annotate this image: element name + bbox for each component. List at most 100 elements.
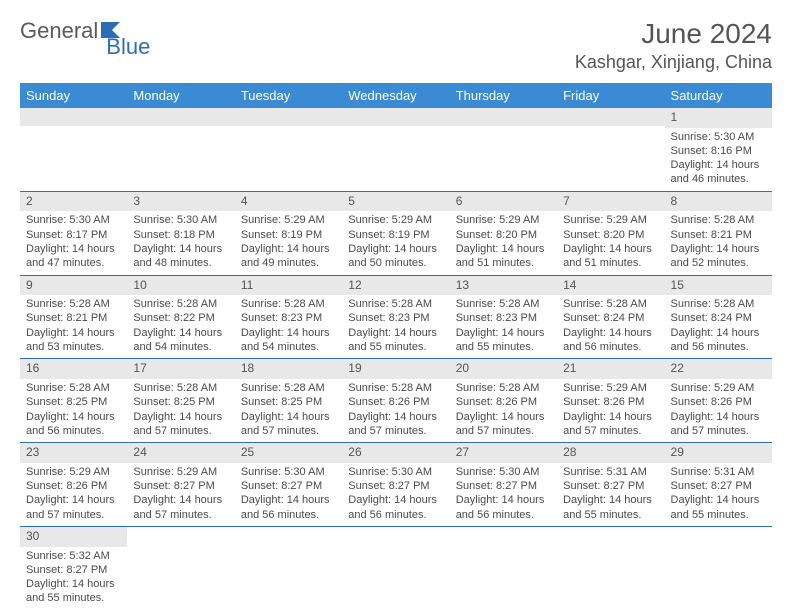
- sunset-line: Sunset: 8:25 PM: [241, 395, 336, 409]
- calendar-day-cell: 30Sunrise: 5:32 AMSunset: 8:27 PMDayligh…: [20, 526, 127, 609]
- day-details: Sunrise: 5:30 AMSunset: 8:18 PMDaylight:…: [127, 211, 234, 274]
- calendar-day-cell: 25Sunrise: 5:30 AMSunset: 8:27 PMDayligh…: [235, 443, 342, 527]
- sunset-line: Sunset: 8:17 PM: [26, 228, 121, 242]
- calendar-day-cell: [127, 526, 234, 609]
- day-details: Sunrise: 5:32 AMSunset: 8:27 PMDaylight:…: [20, 547, 127, 610]
- day-details: Sunrise: 5:28 AMSunset: 8:25 PMDaylight:…: [20, 379, 127, 442]
- sunrise-line: Sunrise: 5:30 AM: [671, 130, 766, 144]
- sunrise-line: Sunrise: 5:29 AM: [671, 381, 766, 395]
- day-details: Sunrise: 5:29 AMSunset: 8:19 PMDaylight:…: [235, 211, 342, 274]
- daylight-line: Daylight: 14 hours and 48 minutes.: [133, 242, 228, 271]
- day-details: Sunrise: 5:29 AMSunset: 8:19 PMDaylight:…: [342, 211, 449, 274]
- sunset-line: Sunset: 8:27 PM: [133, 479, 228, 493]
- day-number: 21: [557, 359, 664, 379]
- day-number: 6: [450, 192, 557, 212]
- day-number: 27: [450, 443, 557, 463]
- sunset-line: Sunset: 8:21 PM: [671, 228, 766, 242]
- sunrise-line: Sunrise: 5:30 AM: [456, 465, 551, 479]
- day-number: 13: [450, 276, 557, 296]
- sunrise-line: Sunrise: 5:28 AM: [241, 297, 336, 311]
- calendar-day-cell: [20, 108, 127, 191]
- day-number: 1: [665, 108, 772, 128]
- calendar-day-cell: [127, 108, 234, 191]
- calendar-body: 1Sunrise: 5:30 AMSunset: 8:16 PMDaylight…: [20, 108, 772, 610]
- sunset-line: Sunset: 8:27 PM: [563, 479, 658, 493]
- sunrise-line: Sunrise: 5:28 AM: [133, 381, 228, 395]
- daylight-line: Daylight: 14 hours and 54 minutes.: [241, 326, 336, 355]
- sunrise-line: Sunrise: 5:29 AM: [563, 381, 658, 395]
- logo: General Blue: [20, 18, 150, 60]
- day-number: 24: [127, 443, 234, 463]
- calendar-day-cell: 10Sunrise: 5:28 AMSunset: 8:22 PMDayligh…: [127, 275, 234, 359]
- calendar-day-cell: 13Sunrise: 5:28 AMSunset: 8:23 PMDayligh…: [450, 275, 557, 359]
- calendar-day-cell: [235, 108, 342, 191]
- day-details: Sunrise: 5:29 AMSunset: 8:26 PMDaylight:…: [665, 379, 772, 442]
- sunrise-line: Sunrise: 5:28 AM: [563, 297, 658, 311]
- calendar-week-row: 2Sunrise: 5:30 AMSunset: 8:17 PMDaylight…: [20, 191, 772, 275]
- day-details: Sunrise: 5:28 AMSunset: 8:26 PMDaylight:…: [342, 379, 449, 442]
- sunrise-line: Sunrise: 5:29 AM: [241, 213, 336, 227]
- calendar-header-row: SundayMondayTuesdayWednesdayThursdayFrid…: [20, 83, 772, 108]
- calendar-day-cell: 15Sunrise: 5:28 AMSunset: 8:24 PMDayligh…: [665, 275, 772, 359]
- day-number: 25: [235, 443, 342, 463]
- calendar-week-row: 9Sunrise: 5:28 AMSunset: 8:21 PMDaylight…: [20, 275, 772, 359]
- sunset-line: Sunset: 8:26 PM: [456, 395, 551, 409]
- sunset-line: Sunset: 8:23 PM: [456, 311, 551, 325]
- calendar-day-cell: [665, 526, 772, 609]
- daylight-line: Daylight: 14 hours and 56 minutes.: [671, 326, 766, 355]
- day-number: 30: [20, 527, 127, 547]
- day-details: Sunrise: 5:28 AMSunset: 8:22 PMDaylight:…: [127, 295, 234, 358]
- title-block: June 2024 Kashgar, Xinjiang, China: [575, 18, 772, 73]
- calendar-day-cell: [450, 108, 557, 191]
- calendar-day-cell: 28Sunrise: 5:31 AMSunset: 8:27 PMDayligh…: [557, 443, 664, 527]
- calendar-day-cell: 1Sunrise: 5:30 AMSunset: 8:16 PMDaylight…: [665, 108, 772, 191]
- day-number: 28: [557, 443, 664, 463]
- day-header: Tuesday: [235, 83, 342, 108]
- day-header: Monday: [127, 83, 234, 108]
- day-header: Wednesday: [342, 83, 449, 108]
- day-number: 22: [665, 359, 772, 379]
- day-details: Sunrise: 5:28 AMSunset: 8:21 PMDaylight:…: [665, 211, 772, 274]
- calendar-day-cell: 3Sunrise: 5:30 AMSunset: 8:18 PMDaylight…: [127, 191, 234, 275]
- calendar-day-cell: 2Sunrise: 5:30 AMSunset: 8:17 PMDaylight…: [20, 191, 127, 275]
- empty-day-bar: [20, 108, 127, 126]
- calendar-day-cell: 14Sunrise: 5:28 AMSunset: 8:24 PMDayligh…: [557, 275, 664, 359]
- daylight-line: Daylight: 14 hours and 56 minutes.: [241, 493, 336, 522]
- daylight-line: Daylight: 14 hours and 57 minutes.: [133, 493, 228, 522]
- day-number: 29: [665, 443, 772, 463]
- sunrise-line: Sunrise: 5:29 AM: [563, 213, 658, 227]
- daylight-line: Daylight: 14 hours and 57 minutes.: [456, 410, 551, 439]
- day-details: Sunrise: 5:28 AMSunset: 8:26 PMDaylight:…: [450, 379, 557, 442]
- daylight-line: Daylight: 14 hours and 55 minutes.: [563, 493, 658, 522]
- daylight-line: Daylight: 14 hours and 49 minutes.: [241, 242, 336, 271]
- sunrise-line: Sunrise: 5:29 AM: [26, 465, 121, 479]
- day-details: Sunrise: 5:28 AMSunset: 8:25 PMDaylight:…: [235, 379, 342, 442]
- calendar-day-cell: [450, 526, 557, 609]
- sunset-line: Sunset: 8:23 PM: [348, 311, 443, 325]
- day-number: 3: [127, 192, 234, 212]
- day-number: 15: [665, 276, 772, 296]
- daylight-line: Daylight: 14 hours and 53 minutes.: [26, 326, 121, 355]
- calendar-day-cell: 22Sunrise: 5:29 AMSunset: 8:26 PMDayligh…: [665, 359, 772, 443]
- day-details: Sunrise: 5:31 AMSunset: 8:27 PMDaylight:…: [665, 463, 772, 526]
- sunset-line: Sunset: 8:24 PM: [671, 311, 766, 325]
- sunset-line: Sunset: 8:27 PM: [671, 479, 766, 493]
- calendar-day-cell: 16Sunrise: 5:28 AMSunset: 8:25 PMDayligh…: [20, 359, 127, 443]
- calendar-day-cell: [342, 526, 449, 609]
- day-details: Sunrise: 5:28 AMSunset: 8:23 PMDaylight:…: [235, 295, 342, 358]
- day-details: Sunrise: 5:30 AMSunset: 8:27 PMDaylight:…: [450, 463, 557, 526]
- day-details: Sunrise: 5:29 AMSunset: 8:26 PMDaylight:…: [20, 463, 127, 526]
- calendar-week-row: 30Sunrise: 5:32 AMSunset: 8:27 PMDayligh…: [20, 526, 772, 609]
- daylight-line: Daylight: 14 hours and 50 minutes.: [348, 242, 443, 271]
- calendar-day-cell: 21Sunrise: 5:29 AMSunset: 8:26 PMDayligh…: [557, 359, 664, 443]
- sunset-line: Sunset: 8:26 PM: [563, 395, 658, 409]
- sunset-line: Sunset: 8:25 PM: [26, 395, 121, 409]
- location-subtitle: Kashgar, Xinjiang, China: [575, 52, 772, 73]
- daylight-line: Daylight: 14 hours and 55 minutes.: [456, 326, 551, 355]
- sunset-line: Sunset: 8:16 PM: [671, 144, 766, 158]
- day-details: Sunrise: 5:28 AMSunset: 8:25 PMDaylight:…: [127, 379, 234, 442]
- calendar-day-cell: 20Sunrise: 5:28 AMSunset: 8:26 PMDayligh…: [450, 359, 557, 443]
- sunrise-line: Sunrise: 5:29 AM: [456, 213, 551, 227]
- daylight-line: Daylight: 14 hours and 51 minutes.: [563, 242, 658, 271]
- day-details: Sunrise: 5:30 AMSunset: 8:27 PMDaylight:…: [342, 463, 449, 526]
